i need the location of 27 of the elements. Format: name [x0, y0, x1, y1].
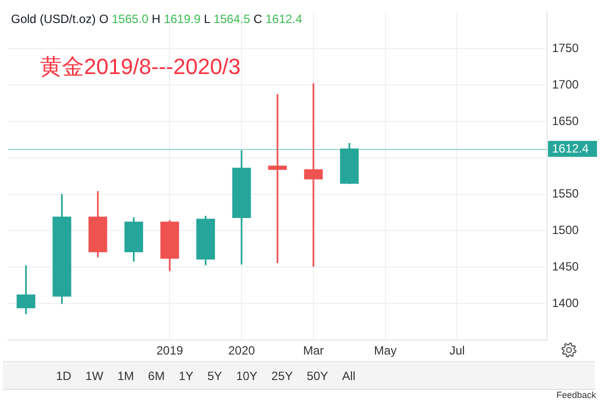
- text: 1W: [84, 368, 104, 382]
- x-tick-label: May: [374, 344, 397, 358]
- text: 1D: [55, 368, 72, 382]
- y-tick-label: 1550: [552, 186, 580, 201]
- y-tick-label: 1500: [552, 223, 580, 238]
- y-tick-label: 1700: [552, 77, 580, 92]
- text: Gold (USD/t.oz) O 1565.0 H 1619.9 L 1564.5 C 1612.4: [11, 12, 302, 26]
- text: 1Y: [178, 368, 194, 382]
- ref-line-label: 1612.4: [552, 142, 590, 156]
- y-tick-label: 1650: [552, 114, 580, 128]
- y-tick-label: 1400: [552, 296, 580, 310]
- text: 5Y: [206, 368, 224, 382]
- candlestick: [268, 94, 287, 264]
- y-tick-label: 1750: [552, 40, 580, 55]
- text: 1M: [116, 368, 136, 382]
- y-tick-label: 1450: [552, 259, 580, 274]
- text: 黄金2019/8---2020/3: [40, 54, 241, 80]
- text: 6M: [147, 368, 166, 382]
- x-tick-label: 2020: [228, 344, 256, 358]
- text: Feedback: [556, 390, 596, 400]
- x-tick-label: Jul: [449, 344, 465, 358]
- x-tick-label: Mar: [303, 344, 324, 358]
- text: All: [341, 368, 356, 382]
- text: 10Y: [235, 368, 258, 382]
- text: 25Y: [270, 368, 294, 382]
- x-tick-label: 2019: [156, 344, 184, 358]
- text: 50Y: [306, 368, 330, 382]
